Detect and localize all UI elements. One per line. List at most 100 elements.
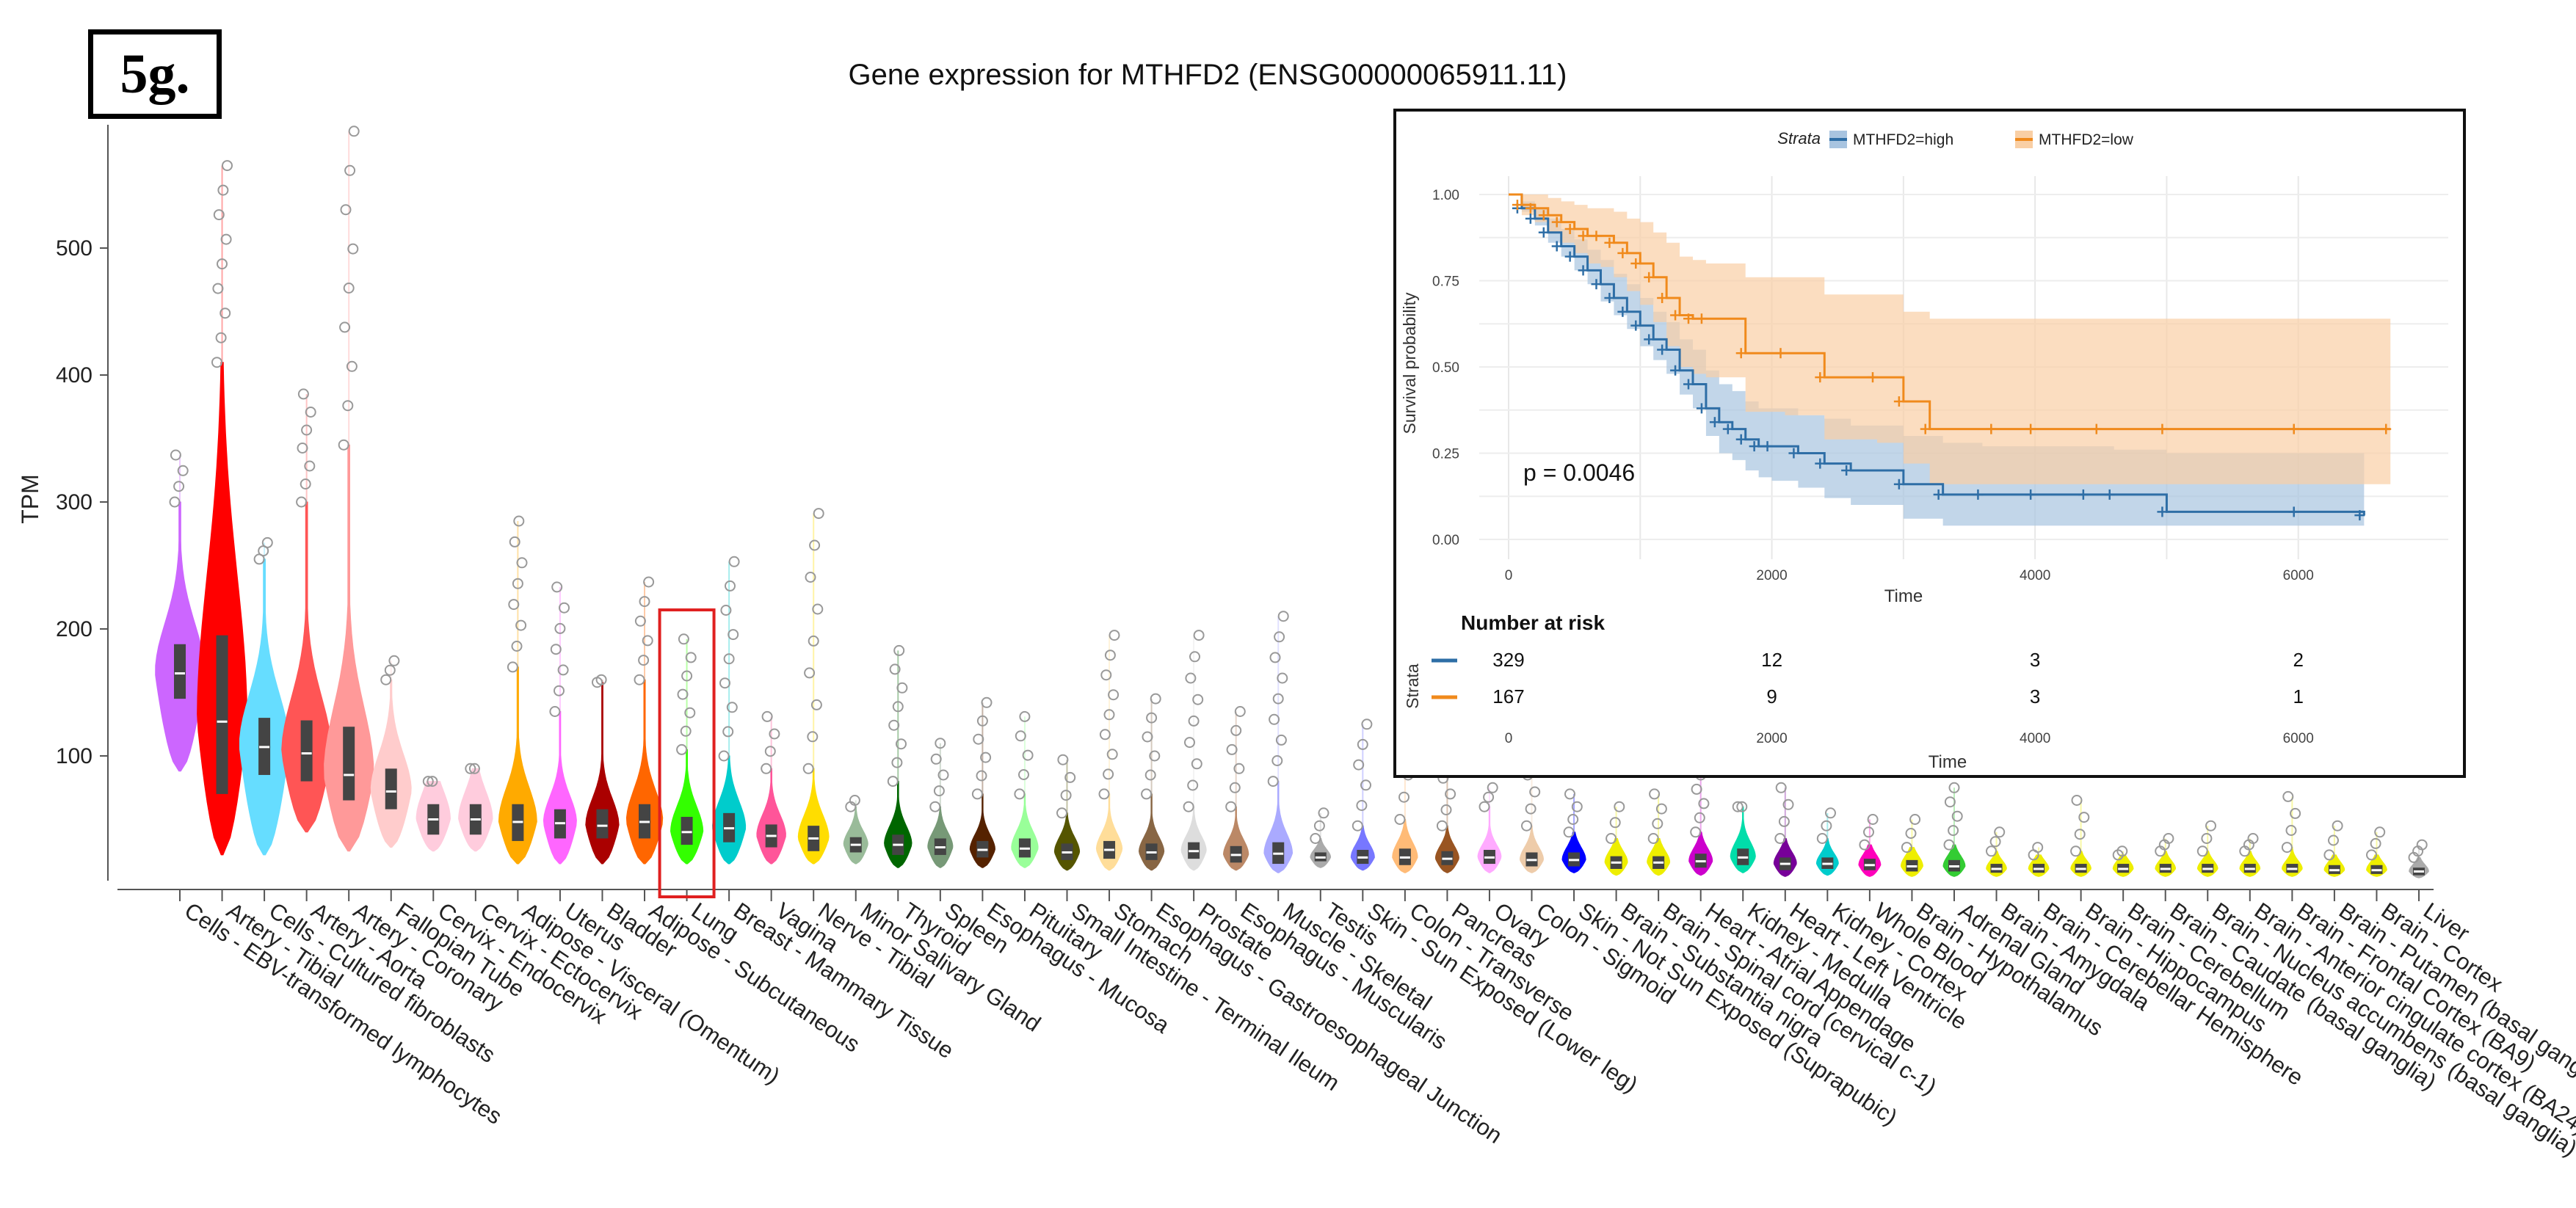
outlier-point [638, 655, 650, 666]
violin-body [797, 768, 830, 865]
outlier-point [347, 243, 359, 255]
outlier-point [1109, 630, 1120, 641]
outlier-point [2281, 842, 2293, 854]
violin-body [585, 682, 620, 865]
outlier-point [1310, 833, 1321, 844]
outlier-point [728, 556, 740, 567]
outlier-point [891, 757, 903, 768]
outlier-point [1313, 820, 1325, 832]
outlier-point [981, 696, 993, 708]
outlier-point [1233, 763, 1245, 774]
outlier-point [301, 424, 313, 436]
outlier-point [2032, 842, 2044, 854]
outlier-point [1230, 724, 1242, 736]
risk-count: 329 [1492, 649, 1524, 671]
outlier-point [300, 479, 311, 490]
outlier-point [810, 699, 822, 710]
outlier-point [1141, 788, 1153, 800]
y-tick-label: 200 [56, 617, 92, 641]
violin-41 [1900, 814, 1923, 877]
outlier-point [769, 728, 780, 740]
outlier-point [1521, 820, 1532, 832]
violin-body [756, 768, 786, 865]
outlier-point [1103, 709, 1115, 721]
violin-18 [927, 738, 954, 868]
outlier-point [465, 763, 476, 774]
km-x-tick-label: 2000 [1756, 568, 1787, 583]
outlier-point [2247, 833, 2259, 844]
outlier-point [468, 763, 480, 774]
outlier-point [515, 619, 527, 631]
p-value: p = 0.0046 [1523, 459, 1635, 486]
outlier-point [1994, 826, 2006, 838]
outlier-point [1440, 804, 1452, 815]
outlier-point [170, 449, 181, 461]
outlier-point [1018, 769, 1029, 780]
outlier-point [634, 674, 645, 685]
outlier-point [1269, 713, 1280, 725]
outlier-point [1655, 803, 1667, 815]
y-tick-label: 500 [56, 236, 92, 261]
violin-14 [756, 710, 786, 865]
violin-8 [498, 515, 537, 865]
outlier-point [2163, 833, 2174, 844]
outlier-point [1483, 791, 1495, 803]
outlier-point [1022, 749, 1034, 761]
outlier-point [1108, 689, 1120, 701]
violin-body [1815, 838, 1839, 876]
outlier-point [933, 785, 945, 797]
outlier-point [2196, 845, 2208, 857]
outlier-point [1271, 755, 1283, 766]
outlier-point [388, 655, 400, 666]
outlier-point [1142, 731, 1153, 743]
outlier-point [1275, 734, 1287, 746]
violin-52 [2366, 826, 2387, 877]
outlier-point [643, 576, 655, 588]
violin-43 [1986, 826, 2007, 877]
outlier-point [1150, 693, 1161, 705]
violin-24 [1180, 630, 1207, 871]
outlier-point [2078, 812, 2090, 823]
highlight-box-lung [658, 608, 716, 898]
outlier-point [1185, 672, 1197, 684]
outlier-point [937, 769, 949, 781]
outlier-point [1357, 738, 1368, 750]
outlier-point [2370, 837, 2381, 849]
outlier-point [677, 688, 689, 700]
violin-body [1688, 832, 1713, 876]
outlier-point [634, 615, 646, 627]
y-axis-label: TPM [17, 474, 43, 524]
outlier-point [1859, 839, 1871, 851]
outlier-point [384, 664, 396, 676]
violin-body [927, 806, 954, 868]
violin-body [543, 711, 577, 865]
outlier-point [980, 752, 992, 763]
violin-53 [2408, 839, 2429, 878]
outlier-point [511, 641, 523, 652]
violin-34 [1604, 801, 1628, 876]
outlier-point [1647, 833, 1659, 844]
outlier-point [1225, 801, 1237, 812]
km-y-tick-label: 0.75 [1432, 274, 1459, 290]
outlier-point [1100, 669, 1112, 681]
violin-body [1053, 812, 1081, 871]
risk-table-title: Number at risk [1461, 611, 1605, 634]
outlier-point [1775, 782, 1787, 793]
risk-count: 1 [2293, 685, 2303, 707]
outlier-point [2201, 833, 2213, 844]
violin-33 [1561, 788, 1586, 873]
violin-body [1138, 793, 1165, 871]
violin-27 [1310, 807, 1332, 868]
outlier-point [516, 557, 528, 569]
outlier-point [211, 357, 222, 368]
violin-1 [197, 160, 248, 856]
violin-20 [1011, 710, 1039, 868]
violin-21 [1053, 754, 1081, 871]
km-y-tick-label: 0.25 [1432, 447, 1459, 462]
violin-26 [1263, 611, 1294, 873]
outlier-point [1782, 798, 1794, 810]
outlier-point [427, 776, 438, 787]
violin-15 [797, 508, 830, 865]
violin-body [1434, 825, 1459, 873]
outlier-point [971, 788, 983, 800]
